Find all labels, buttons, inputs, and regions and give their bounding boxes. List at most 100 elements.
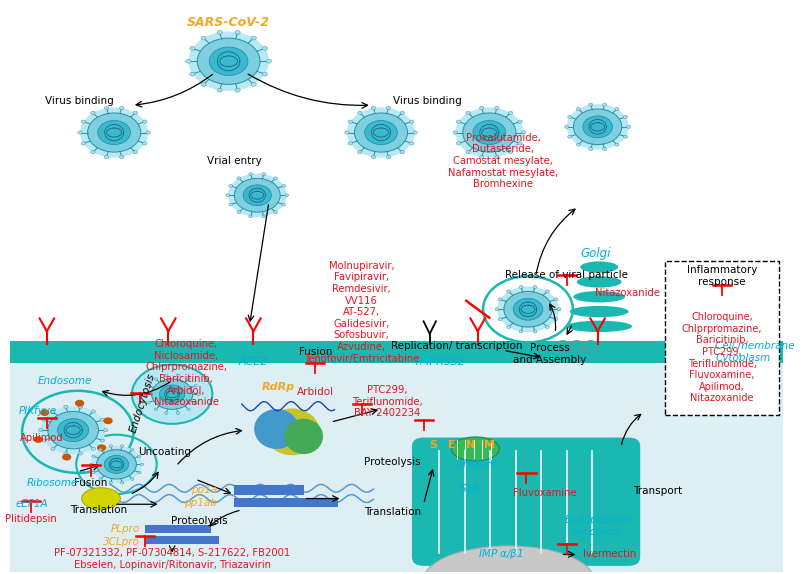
Text: PLpro: PLpro — [110, 523, 140, 534]
Text: Arbidol: Arbidol — [297, 387, 334, 397]
Text: Inflammatory
response: Inflammatory response — [687, 265, 757, 287]
Circle shape — [146, 131, 150, 134]
Circle shape — [142, 142, 147, 145]
Bar — [234, 486, 303, 495]
Text: pp1ab: pp1ab — [184, 498, 217, 508]
Circle shape — [91, 410, 95, 413]
Bar — [10, 352, 783, 572]
Text: Endosome: Endosome — [38, 375, 92, 386]
Text: Apilimod: Apilimod — [20, 433, 64, 443]
Text: Virus binding: Virus binding — [45, 96, 114, 106]
Circle shape — [91, 447, 95, 451]
Text: Proteolysis: Proteolysis — [364, 457, 421, 467]
Circle shape — [154, 378, 158, 381]
Text: Cytoplasm: Cytoplasm — [715, 353, 770, 363]
Circle shape — [64, 452, 68, 455]
Circle shape — [91, 150, 95, 154]
Circle shape — [78, 405, 83, 408]
Ellipse shape — [424, 546, 594, 574]
Text: TMPRSS2: TMPRSS2 — [413, 356, 465, 367]
Circle shape — [48, 412, 99, 449]
Circle shape — [285, 194, 289, 197]
Circle shape — [358, 111, 362, 115]
Circle shape — [42, 418, 46, 421]
Circle shape — [78, 131, 83, 134]
Circle shape — [557, 308, 561, 311]
Circle shape — [508, 150, 513, 154]
Circle shape — [51, 447, 55, 451]
Circle shape — [146, 375, 198, 414]
Circle shape — [282, 184, 286, 187]
Text: DHODH: DHODH — [455, 459, 495, 468]
Text: Proxalutamide,
Dutasteride,
Camostat mesylate,
Nafamostat mesylate,
Bromhexine: Proxalutamide, Dutasteride, Camostat mes… — [448, 133, 558, 189]
Ellipse shape — [254, 409, 299, 449]
Text: Cell membrane: Cell membrane — [715, 342, 794, 351]
Circle shape — [131, 478, 134, 480]
Circle shape — [348, 142, 353, 145]
Text: Plitidepsin: Plitidepsin — [6, 514, 57, 524]
Circle shape — [262, 72, 268, 76]
Circle shape — [568, 135, 572, 138]
Circle shape — [554, 317, 558, 321]
Circle shape — [100, 439, 104, 442]
Text: Endoplasmic
reticulum: Endoplasmic reticulum — [565, 515, 631, 537]
Circle shape — [91, 445, 142, 483]
Circle shape — [132, 364, 213, 424]
Text: SARS-CoV-2: SARS-CoV-2 — [187, 16, 270, 29]
Circle shape — [568, 115, 572, 118]
Circle shape — [133, 111, 138, 115]
Circle shape — [40, 409, 49, 416]
Circle shape — [456, 120, 461, 123]
Circle shape — [624, 135, 628, 138]
Circle shape — [582, 116, 612, 138]
Text: Transport: Transport — [633, 486, 683, 495]
Ellipse shape — [451, 437, 499, 461]
Circle shape — [574, 109, 622, 145]
Circle shape — [345, 131, 349, 134]
Circle shape — [188, 32, 269, 91]
Circle shape — [463, 113, 516, 152]
Text: Fusion: Fusion — [74, 478, 108, 488]
Circle shape — [626, 125, 630, 129]
Circle shape — [354, 113, 408, 152]
Circle shape — [104, 156, 108, 158]
Text: Virus binding: Virus binding — [393, 96, 462, 106]
Text: Fusion: Fusion — [299, 347, 332, 357]
Circle shape — [99, 478, 102, 480]
Circle shape — [187, 408, 190, 410]
Circle shape — [100, 418, 104, 421]
Circle shape — [466, 150, 470, 154]
Text: IMP $\alpha$/$\beta$1: IMP $\alpha$/$\beta$1 — [478, 548, 523, 561]
Circle shape — [40, 406, 106, 454]
Circle shape — [120, 106, 124, 110]
Text: Uncoating: Uncoating — [138, 447, 191, 457]
Text: eEF1A: eEF1A — [15, 499, 48, 509]
Text: Ribosome: Ribosome — [27, 478, 78, 488]
Circle shape — [545, 290, 549, 293]
Text: 3CLpro: 3CLpro — [103, 537, 140, 547]
Circle shape — [533, 330, 537, 333]
Circle shape — [387, 156, 391, 158]
Circle shape — [96, 449, 137, 479]
Circle shape — [104, 429, 108, 432]
Circle shape — [131, 448, 134, 451]
Bar — [145, 525, 211, 533]
Circle shape — [98, 121, 130, 145]
Circle shape — [121, 445, 124, 447]
Circle shape — [519, 285, 523, 289]
Circle shape — [39, 429, 43, 432]
Circle shape — [566, 104, 629, 150]
Text: Ivermectin: Ivermectin — [582, 549, 636, 560]
Circle shape — [194, 401, 197, 404]
Text: Golgi: Golgi — [580, 247, 611, 260]
Circle shape — [473, 121, 506, 145]
Text: PIKfyve: PIKfyve — [19, 406, 57, 416]
Circle shape — [87, 113, 141, 152]
Text: Chloroquine,
Chlprpromazine,
Baricitinib,
PTC299,
Teriflunomide,
Fluvoxamine,
Ap: Chloroquine, Chlprpromazine, Baricitinib… — [682, 312, 762, 404]
Circle shape — [498, 298, 502, 301]
Circle shape — [104, 417, 112, 424]
Circle shape — [81, 142, 86, 145]
Circle shape — [387, 106, 391, 110]
Circle shape — [140, 463, 144, 466]
Text: Process
and Assembly: Process and Assembly — [513, 343, 587, 364]
